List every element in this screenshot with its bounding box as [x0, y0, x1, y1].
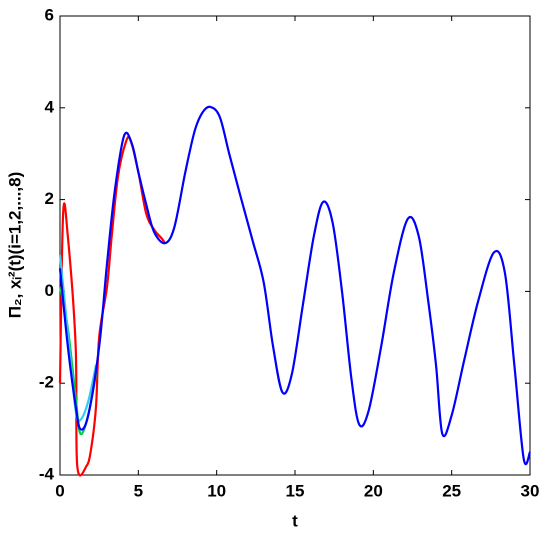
y-tick-label: 2 [45, 189, 54, 208]
x-axis-label: t [292, 511, 298, 530]
y-tick-label: 6 [45, 5, 54, 24]
plot-frame [59, 15, 531, 476]
x-tick-label: 25 [442, 481, 461, 500]
x-tick-label: 15 [286, 481, 305, 500]
series-line [58, 105, 532, 466]
y-axis-label: Π₂, xᵢ²(t)(i=1,2,...,8) [5, 172, 24, 318]
x-tick-label: 0 [55, 481, 64, 500]
y-tick-label: 4 [45, 97, 55, 116]
y-tick-label: 0 [45, 281, 54, 300]
x-tick-label: 5 [134, 481, 143, 500]
x-tick-label: 10 [207, 481, 226, 500]
y-tick-label: -2 [39, 373, 54, 392]
series-line [58, 254, 98, 423]
series-line [58, 135, 166, 477]
x-tick-label: 30 [521, 481, 540, 500]
y-tick-label: -4 [39, 464, 55, 483]
x-tick-label: 20 [364, 481, 383, 500]
